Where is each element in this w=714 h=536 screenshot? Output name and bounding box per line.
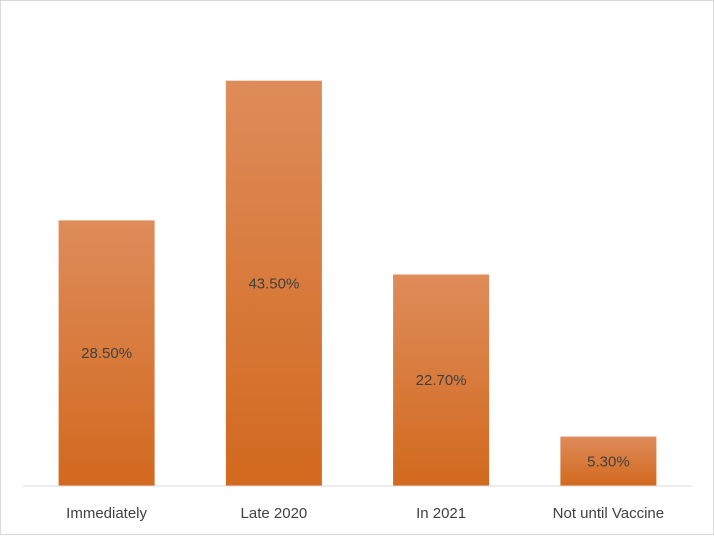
bar-immediately	[58, 220, 155, 486]
data-label: 22.70%	[416, 372, 467, 389]
x-tick-label: In 2021	[416, 505, 466, 522]
x-tick-label: Late 2020	[241, 505, 308, 522]
x-tick-label: Not until Vaccine	[553, 505, 664, 522]
data-label: 43.50%	[248, 275, 299, 292]
bar-not-until-vaccine	[560, 436, 657, 486]
bar-late-2020	[225, 80, 322, 486]
data-label: 5.30%	[587, 453, 630, 470]
x-tick-label: Immediately	[66, 505, 147, 522]
data-label: 28.50%	[81, 345, 132, 362]
bar-in-2021	[393, 274, 490, 486]
